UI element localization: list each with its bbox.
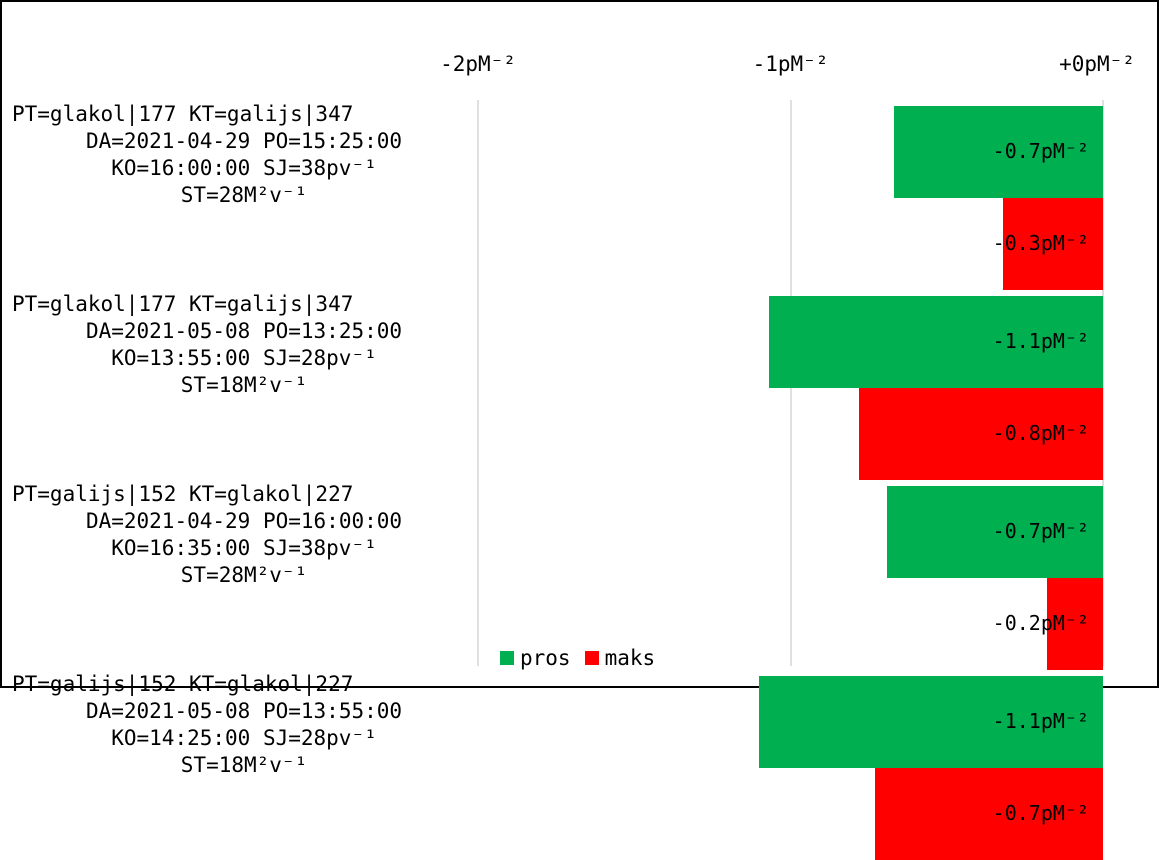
- category-label: PT=glakol|177 KT=galijs|347 DA=2021-05-08…: [12, 291, 474, 399]
- bar-maks: [1003, 198, 1103, 290]
- legend-swatch-pros: [500, 651, 514, 665]
- category-label-line: PT=glakol|177 KT=galijs|347: [12, 292, 354, 316]
- legend: pros maks: [500, 646, 669, 670]
- data-label-maks: -0.7pM⁻²: [992, 801, 1089, 825]
- category-label-line: ST=18M²v⁻¹: [180, 753, 308, 777]
- category-label-line: KO=14:25:00 SJ=28pv⁻¹: [111, 726, 377, 750]
- bar-pros: [893, 106, 1103, 198]
- category-label-line: KO=16:00:00 SJ=38pv⁻¹: [111, 156, 377, 180]
- category-label-line: ST=18M²v⁻¹: [180, 373, 308, 397]
- category-label-line: ST=28M²v⁻¹: [180, 183, 308, 207]
- data-label-maks: -0.8pM⁻²: [992, 421, 1089, 445]
- bar-pros: [768, 296, 1103, 388]
- data-label-pros: -1.1pM⁻²: [992, 709, 1089, 733]
- category-label-line: ST=28M²v⁻¹: [180, 563, 308, 587]
- data-label-pros: -0.7pM⁻²: [992, 139, 1089, 163]
- category-label: PT=glakol|177 KT=galijs|347 DA=2021-04-29…: [12, 101, 474, 209]
- category-label-line: DA=2021-05-08 PO=13:55:00: [85, 699, 403, 723]
- bar-pros: [887, 486, 1103, 578]
- category-label-line: DA=2021-04-29 PO=16:00:00: [85, 509, 403, 533]
- x-tick-label: -2pM⁻²: [440, 52, 516, 76]
- data-label-maks: -0.3pM⁻²: [992, 231, 1089, 255]
- gridline: [1102, 100, 1104, 666]
- legend-label-maks: maks: [604, 646, 656, 670]
- data-label-maks: -0.2pM⁻²: [992, 611, 1089, 635]
- category-label-line: DA=2021-04-29 PO=15:25:00: [85, 129, 403, 153]
- x-tick-label: -1pM⁻²: [752, 52, 829, 76]
- category-label-line: PT=glakol|177 KT=galijs|347: [12, 102, 354, 126]
- category-label-line: DA=2021-05-08 PO=13:25:00: [85, 319, 403, 343]
- bar-maks: [1046, 578, 1103, 670]
- category-label-line: PT=galijs|152 KT=glakol|227: [12, 672, 354, 696]
- legend-swatch-maks: [584, 651, 599, 665]
- bar-maks: [859, 388, 1103, 480]
- category-label-line: PT=galijs|152 KT=glakol|227: [12, 482, 354, 506]
- data-label-pros: -0.7pM⁻²: [992, 519, 1089, 543]
- legend-item-pros: pros: [500, 646, 571, 670]
- gridline: [477, 100, 479, 666]
- category-label: PT=galijs|152 KT=glakol|227 DA=2021-05-08…: [12, 671, 474, 779]
- legend-label-pros: pros: [520, 646, 571, 670]
- legend-item-maks: maks: [584, 646, 656, 670]
- x-tick-label: +0pM⁻²: [1059, 52, 1135, 76]
- data-label-pros: -1.1pM⁻²: [992, 329, 1089, 353]
- category-label-line: KO=16:35:00 SJ=38pv⁻¹: [111, 536, 377, 560]
- category-label: PT=galijs|152 KT=glakol|227 DA=2021-04-29…: [12, 481, 474, 589]
- category-label-line: KO=13:55:00 SJ=28pv⁻¹: [111, 346, 377, 370]
